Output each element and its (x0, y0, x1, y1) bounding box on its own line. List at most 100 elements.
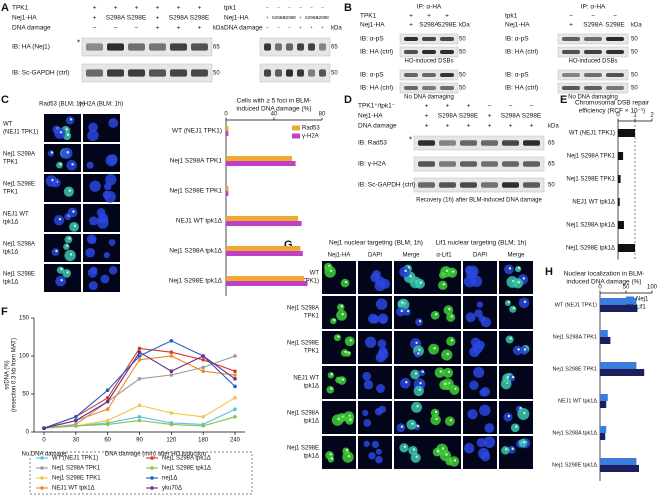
mw-label: 50 (631, 73, 638, 79)
cell (89, 216, 99, 226)
band (319, 69, 326, 77)
focus (347, 351, 351, 354)
column-header: α-Lif1 (436, 253, 452, 259)
cell (104, 182, 112, 191)
point (201, 354, 205, 358)
band (562, 50, 580, 54)
focus (337, 417, 340, 421)
category-label: Nej1 S298A TPK1 (553, 334, 597, 340)
row-label: Nej1-HA (360, 22, 385, 29)
lane-label: S298E (127, 15, 147, 22)
band (297, 43, 304, 51)
band (584, 37, 602, 41)
focus (453, 459, 457, 462)
cell (337, 376, 347, 385)
cell (69, 221, 79, 232)
label: IP: α-HA (581, 4, 606, 11)
focus (522, 440, 526, 444)
band (439, 182, 456, 188)
y-tick-label: 0 (26, 430, 30, 436)
lane-label: + (488, 123, 492, 130)
cell (501, 446, 510, 455)
panel-letter: A (1, 2, 9, 14)
cell (434, 367, 445, 378)
legend-label: NEJ1 WT tpk1Δ (52, 486, 95, 492)
category-label: Nej1 S298A tpk1Δ (566, 223, 615, 229)
cell (439, 379, 450, 390)
focus (523, 411, 526, 415)
cell (399, 266, 411, 278)
category-label: NEJ1 WT tpk1Δ (176, 218, 223, 225)
panel-letter: H (545, 266, 553, 278)
cell (368, 452, 376, 460)
cell (443, 305, 454, 315)
x-tick-label: 180 (198, 438, 209, 444)
focus (66, 133, 70, 137)
cell (438, 280, 448, 291)
focus (337, 335, 340, 338)
point (169, 350, 174, 355)
focus (68, 237, 71, 240)
focus (330, 457, 334, 460)
category-label: NEJ1 WT tpk1Δ (558, 398, 597, 404)
cell (375, 352, 386, 363)
cell (336, 309, 348, 321)
cell (331, 414, 344, 426)
bar (600, 305, 638, 312)
lane-label: + (135, 5, 139, 12)
point (169, 369, 174, 374)
cell (410, 369, 420, 380)
focus (450, 339, 454, 342)
x-tick-label: 2 (650, 113, 654, 119)
row-label: tpk1Δ (304, 454, 319, 460)
focus (415, 341, 418, 344)
axis-title: induced DNA damage (%) (236, 106, 311, 113)
legend-label: γ-H2A (302, 134, 319, 140)
row-label: WT (3, 122, 13, 128)
legend-marker (40, 486, 44, 490)
cell (514, 265, 522, 273)
lane-label: S298A (419, 22, 439, 29)
band (439, 140, 456, 146)
point (233, 384, 237, 389)
cell (505, 335, 514, 344)
focus (414, 372, 418, 375)
focus (69, 118, 73, 121)
band (404, 37, 418, 41)
focus (418, 319, 422, 323)
band (404, 50, 418, 54)
band (502, 161, 519, 167)
focus (50, 151, 54, 154)
bar (618, 244, 635, 252)
legend-label: nej1Δ (162, 476, 177, 482)
focus (441, 447, 445, 450)
cell (345, 416, 354, 425)
mw-label: 65 (548, 162, 555, 168)
lane-label: + (93, 15, 97, 22)
legend-label: WT (NEJ1 TPK1) (52, 456, 98, 462)
cell (324, 266, 336, 278)
cell (62, 269, 72, 278)
category-label: Nej1 S298A TPK1 (170, 158, 223, 165)
focus (341, 313, 344, 316)
cell (97, 212, 109, 224)
band (149, 69, 166, 77)
band (297, 69, 304, 77)
cell (47, 150, 55, 157)
cell (55, 275, 66, 287)
focus (412, 448, 416, 451)
focus (68, 189, 72, 192)
band (422, 86, 436, 90)
category-label: WT (NEJ1 TPK1) (172, 128, 222, 135)
cell (518, 297, 530, 309)
row-label: Nej1-HA (358, 113, 383, 120)
band (481, 161, 498, 167)
row-label: NEJ1 WT (293, 376, 319, 382)
marker: * (409, 135, 412, 144)
band (404, 73, 418, 77)
cell (470, 337, 481, 348)
band (107, 69, 124, 77)
category-label: Nej1 S298E tpk1Δ (169, 278, 223, 285)
cell (88, 281, 98, 291)
row-label: Nej1-HA (505, 22, 530, 29)
